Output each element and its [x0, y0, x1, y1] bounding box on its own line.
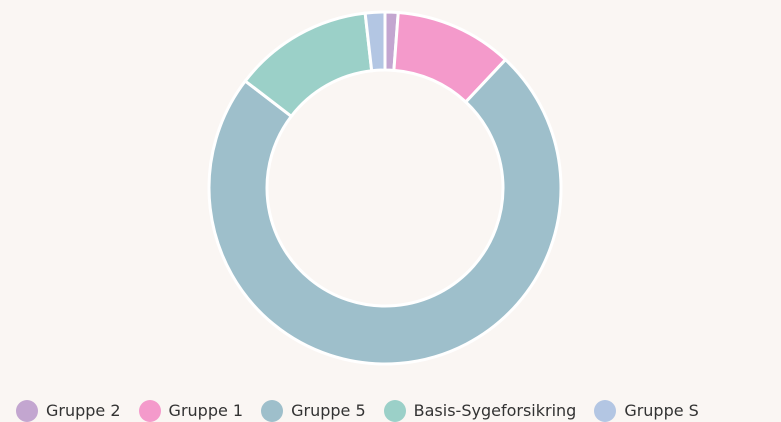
legend-item[interactable]: Gruppe 5: [261, 399, 366, 422]
legend-item[interactable]: Basis-Sygeforsikring: [383, 399, 577, 422]
legend-swatch: [261, 399, 284, 422]
legend-item[interactable]: Gruppe 2: [16, 399, 121, 422]
legend-swatch: [383, 399, 406, 422]
legend-label: Gruppe 2: [46, 401, 121, 420]
chart: [207, 10, 563, 366]
donut-segment: [207, 57, 563, 366]
legend-label: Gruppe 5: [291, 401, 366, 420]
donut-segment: [363, 10, 387, 73]
legend-swatch: [138, 399, 161, 422]
legend-swatch: [594, 399, 617, 422]
legend-item[interactable]: Gruppe 1: [138, 399, 244, 422]
legend-label: Basis-Sygeforsikring: [413, 401, 577, 420]
legend-label: Gruppe 1: [168, 401, 244, 420]
legend-label: Gruppe S: [624, 401, 699, 420]
legend-item[interactable]: Gruppe S: [594, 399, 699, 422]
legend: Gruppe 2 Gruppe 1 Gruppe 5 Basis-Sygeforsik…: [16, 399, 781, 422]
legend-swatch: [16, 399, 38, 422]
